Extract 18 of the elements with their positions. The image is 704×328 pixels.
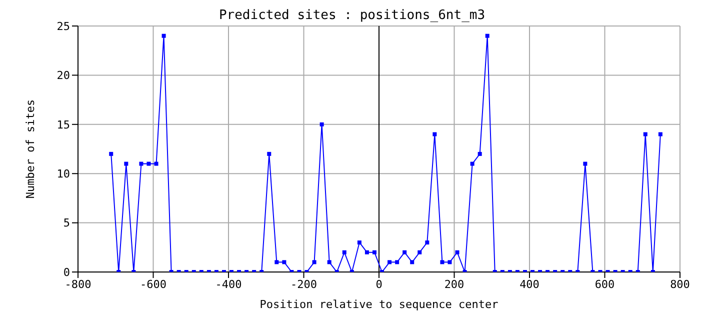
x-tick-label: -200	[290, 278, 317, 291]
x-axis-title: Position relative to sequence center	[260, 298, 499, 311]
y-tick-label: 25	[56, 20, 70, 33]
x-tick-label: 600	[594, 278, 615, 291]
y-tick-label: 5	[63, 216, 70, 230]
x-tick-label: -800	[64, 278, 92, 291]
x-tick-label: 800	[670, 278, 690, 291]
y-tick-label: 20	[56, 69, 70, 82]
x-tick-label: -400	[215, 278, 242, 291]
y-tick-label: 15	[56, 118, 70, 132]
x-tick-label: 400	[520, 278, 540, 291]
x-tick-label: 200	[444, 278, 464, 291]
y-tick-label: 10	[56, 168, 70, 181]
x-tick-label: -600	[140, 278, 166, 291]
chart-title: Predicted sites : positions_6nt_m3	[218, 8, 486, 23]
x-tick-label: 0	[376, 278, 382, 291]
y-axis-title: Number of sites	[24, 99, 37, 199]
y-tick-label: 0	[63, 266, 70, 279]
